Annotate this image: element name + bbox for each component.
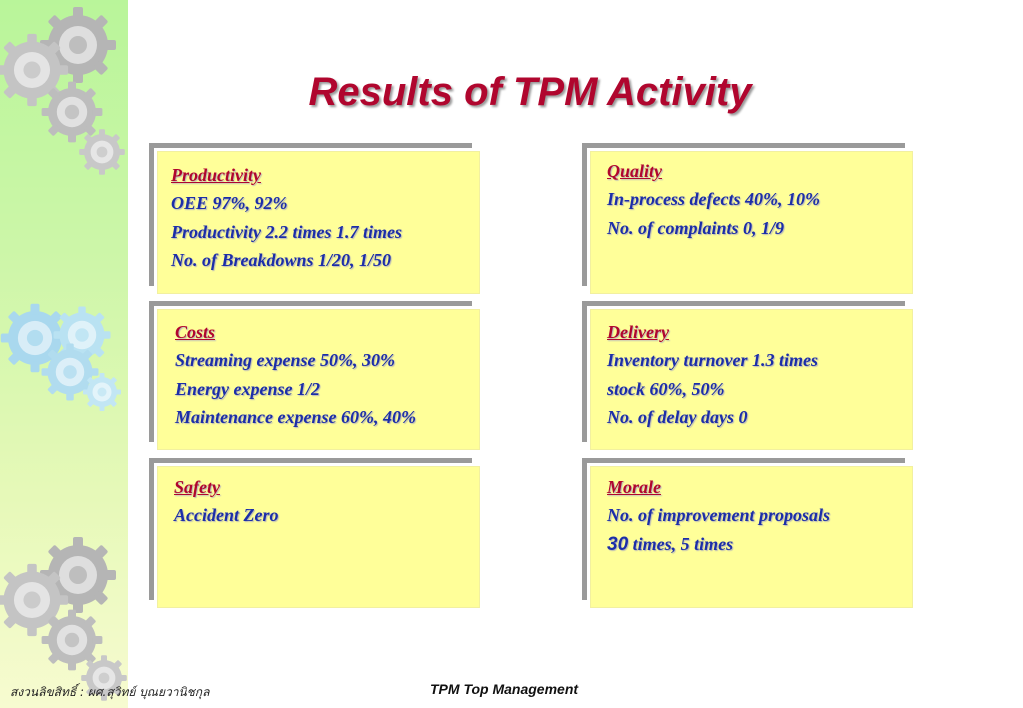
card-frame (582, 301, 905, 442)
card-frame (149, 458, 472, 600)
card-box (157, 466, 480, 608)
gear-icon (79, 129, 125, 175)
card-box (590, 466, 913, 608)
card-quality: Quality In-process defects 40%, 10% No. … (582, 143, 913, 294)
card-heading: Morale (607, 477, 661, 497)
gear-icon (41, 81, 103, 143)
card-frame (149, 143, 472, 286)
card-line: Inventory turnover 1.3 times (607, 350, 819, 370)
card-frame (149, 301, 472, 442)
gear-icon (83, 373, 121, 411)
card-heading: Productivity (171, 165, 261, 185)
card-line-with-number: 30 times, 5 times (607, 530, 907, 560)
card-line: Energy expense 1/2 (175, 378, 320, 399)
card-costs: Costs Streaming expense 50%, 30% Energy … (149, 301, 480, 450)
card-content: Productivity OEE 97%, 92% Productivity 2… (171, 161, 474, 275)
card-morale: Morale No. of improvement proposals 30 t… (582, 458, 913, 608)
card-line: stock 60%, 50% (607, 378, 725, 399)
card-safety: Safety Accident Zero (149, 458, 480, 608)
footer-title: TPM Top Management (430, 681, 579, 697)
card-productivity: Productivity OEE 97%, 92% Productivity 2… (149, 143, 480, 294)
card-content: Safety Accident Zero (174, 473, 474, 530)
card-line: Productivity 2.2 times 1.7 times (171, 221, 402, 242)
card-heading: Quality (607, 161, 663, 181)
gear-icon (41, 609, 103, 671)
page-title: Results of TPM Activity (308, 70, 752, 114)
card-frame (582, 458, 905, 600)
card-box (157, 151, 480, 294)
card-content: Costs Streaming expense 50%, 30% Energy … (175, 318, 474, 432)
card-line: Maintenance expense 60%, 40% (175, 407, 416, 427)
card-line: No. of complaints 0, 1/9 (607, 217, 785, 238)
proposal-count-suffix: times, 5 times (628, 533, 734, 554)
card-delivery: Delivery Inventory turnover 1.3 times st… (582, 301, 913, 450)
gear-decoration (0, 7, 127, 701)
card-line: Accident Zero (174, 505, 279, 525)
card-line: No. of improvement proposals (607, 505, 830, 525)
proposal-count: 30 (607, 533, 629, 555)
card-content: Morale No. of improvement proposals 30 t… (607, 473, 907, 559)
card-box (590, 309, 913, 450)
card-line: In-process defects 40%, 10% (607, 189, 820, 209)
card-heading: Safety (174, 477, 220, 497)
footer-copyright: สงวนลิขสิทธิ์ : ผศ.สุวิทย์ บุณยวานิชกุล (10, 685, 210, 699)
card-content: Quality In-process defects 40%, 10% No. … (607, 157, 907, 242)
card-box (157, 309, 480, 450)
card-frame (582, 143, 905, 286)
card-line: OEE 97%, 92% (171, 193, 288, 213)
card-line: No. of delay days 0 (607, 407, 748, 427)
card-heading: Delivery (607, 322, 669, 342)
card-content: Delivery Inventory turnover 1.3 times st… (607, 318, 907, 432)
card-line: No. of Breakdowns 1/20, 1/50 (171, 250, 392, 270)
card-box (590, 151, 913, 294)
card-heading: Costs (175, 322, 216, 342)
card-line: Streaming expense 50%, 30% (175, 350, 395, 370)
